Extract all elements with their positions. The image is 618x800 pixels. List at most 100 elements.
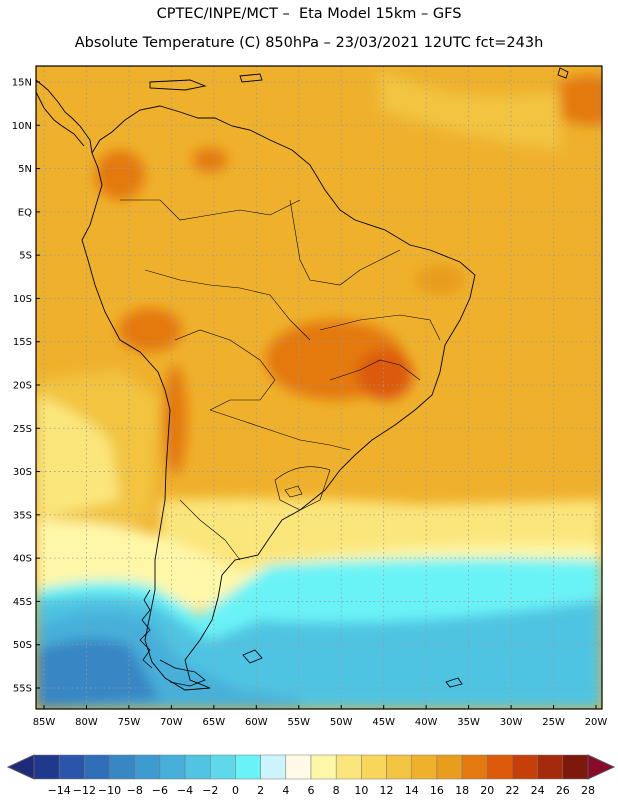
field-hotter-brazil — [357, 350, 413, 400]
lon-tick-label: 85W — [33, 717, 56, 728]
lat-tick-label: EQ — [18, 207, 32, 218]
border-bolivia — [174, 329, 276, 411]
field-ne-brazil — [415, 265, 465, 295]
lat-tick-label: 15S — [13, 337, 32, 348]
coast-island-ne — [557, 67, 569, 79]
colorbar-swatch — [84, 754, 110, 780]
coast-falklands — [242, 649, 263, 664]
coast-central-america — [36, 79, 93, 154]
field-hot-atlantic — [550, 75, 602, 125]
colorbar-label: −10 — [98, 784, 121, 797]
colorbar-swatch — [537, 754, 564, 780]
lon-tick-label: 45W — [372, 717, 395, 728]
map-title-line2: Absolute Temperature (C) 850hPa – 23/03/… — [74, 35, 544, 51]
colorbar-label: 2 — [257, 784, 264, 797]
colorbar-swatch — [159, 754, 186, 780]
colorbar-swatch — [134, 754, 161, 780]
border-brazil-states-2 — [329, 359, 421, 381]
colorbar-swatch — [335, 754, 362, 780]
lat-tick-label: 50S — [13, 640, 32, 651]
coast-puerto-rico — [239, 73, 263, 83]
lon-tick-label: 25W — [542, 717, 565, 728]
colorbar-label: 18 — [455, 784, 469, 797]
colorbar-label: 26 — [556, 784, 570, 797]
lon-tick-label: 30W — [500, 717, 523, 728]
colorbar-label: −12 — [73, 784, 96, 797]
coast-chile-archipelago — [139, 589, 206, 687]
colorbar-label: −8 — [127, 784, 143, 797]
colorbar-swatch — [184, 754, 211, 780]
coast-hispaniola — [149, 79, 207, 91]
coast-central-america-south — [36, 91, 85, 147]
border-peru-brazil — [144, 269, 311, 341]
lat-tick-label: 10S — [13, 294, 32, 305]
colorbar-swatch — [58, 754, 85, 780]
border-brazil-inner — [289, 199, 401, 286]
colorbar-swatch — [461, 754, 488, 780]
colorbar-swatch — [210, 754, 236, 780]
colorbar-swatch — [235, 754, 261, 780]
lon-tick-label: 50W — [330, 717, 353, 728]
colorbar-swatch — [310, 754, 337, 780]
colorbar-swatch — [109, 754, 135, 780]
colorbar-swatch — [512, 754, 538, 780]
colorbar-swatch — [285, 754, 312, 780]
country-borders — [120, 199, 441, 561]
colorbar-swatch — [562, 754, 589, 780]
lon-tick-label: 55W — [287, 717, 310, 728]
colorbar-swatch — [411, 754, 438, 780]
map-frame — [35, 65, 603, 710]
lat-tick-label: 55S — [13, 684, 32, 695]
lake-border — [284, 485, 303, 498]
field-hot-chile — [163, 365, 187, 475]
colorbar-label: −6 — [152, 784, 168, 797]
field-pacific-yellow — [36, 395, 120, 520]
lon-tick-label: 60W — [245, 717, 268, 728]
field-hot-venezuela — [192, 148, 228, 172]
colorbar-label: 24 — [531, 784, 545, 797]
temperature-field — [36, 66, 602, 709]
colorbar-label: 22 — [505, 784, 519, 797]
lon-tick-label: 70W — [160, 717, 183, 728]
colorbar-label: −14 — [48, 784, 71, 797]
colorbar-label: 4 — [282, 784, 289, 797]
colorbar-label: 0 — [232, 784, 239, 797]
lon-tick-label: 75W — [118, 717, 141, 728]
colorbar-label: 14 — [405, 784, 419, 797]
lon-tick-label: 80W — [75, 717, 98, 728]
field-hot-colombia — [95, 150, 145, 200]
colorbar-swatch — [487, 754, 513, 780]
colorbar-label: 12 — [380, 784, 394, 797]
colorbar-swatch — [33, 754, 60, 780]
lat-tick-label: 40S — [13, 554, 32, 565]
border-uruguay-river — [274, 466, 331, 511]
colorbar-label: 28 — [581, 784, 595, 797]
border-argentina — [179, 499, 241, 561]
lon-tick-label: 65W — [203, 717, 226, 728]
field-hot-andes — [118, 308, 182, 352]
lat-tick-label: 45S — [13, 597, 32, 608]
border-paraguay — [209, 409, 351, 451]
lat-tick-label: 5N — [18, 164, 32, 175]
lon-tick-label: 20W — [585, 717, 608, 728]
colorbar-label: 10 — [354, 784, 368, 797]
lat-tick-label: 25S — [13, 424, 32, 435]
colorbar: −14 −12 −10 −8 −6 −4 −2 0 2 4 6 8 10 12 14 16 18 20 22 24 26… — [6, 754, 616, 797]
colorbar-under-arrow — [6, 754, 35, 780]
graticule — [36, 66, 602, 709]
lon-tick-label: 40W — [415, 717, 438, 728]
colorbar-label: −2 — [202, 784, 218, 797]
colorbar-swatch — [260, 754, 287, 780]
colorbar-label: 8 — [333, 784, 340, 797]
map-title-line1: CPTEC/INPE/MCT – Eta Model 15km – GFS — [156, 6, 462, 22]
colorbar-swatch — [436, 754, 463, 780]
field-north-band — [380, 70, 560, 150]
border-brazil-states — [319, 314, 441, 341]
lat-tick-label: 15N — [12, 78, 32, 89]
colorbar-label: 16 — [430, 784, 444, 797]
coast-south-america — [81, 105, 476, 691]
colorbar-over-arrow — [587, 754, 616, 780]
lat-tick-label: 5S — [19, 251, 32, 262]
border-north — [120, 199, 301, 221]
